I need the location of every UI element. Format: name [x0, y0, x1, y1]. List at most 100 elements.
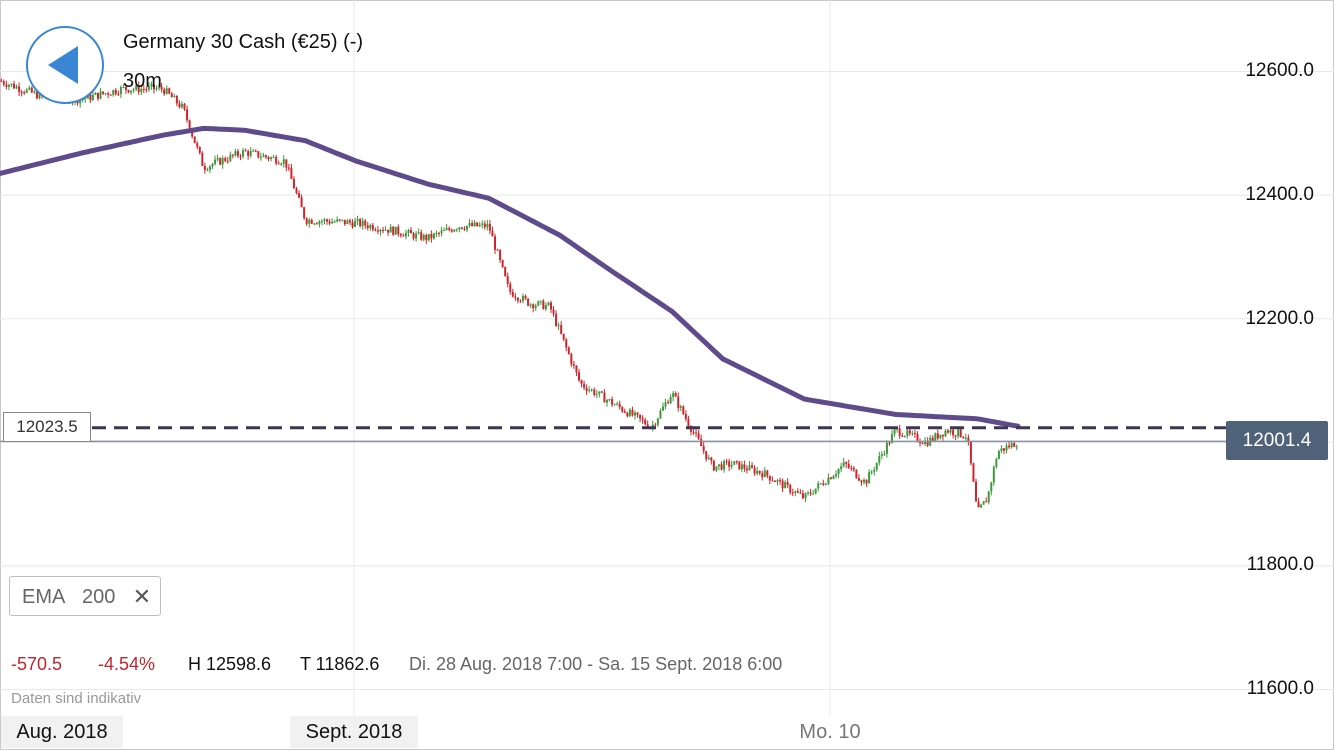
- candle: [720, 464, 723, 470]
- candle: [537, 301, 540, 306]
- instrument-title: Germany 30 Cash (€25) (-): [123, 31, 364, 53]
- candle: [516, 297, 519, 301]
- candle: [860, 480, 863, 483]
- candle: [277, 163, 280, 165]
- candle: [631, 409, 634, 416]
- candle: [771, 480, 774, 482]
- candle: [674, 393, 677, 397]
- ema-indicator-chip[interactable]: EMA 200 ✕: [9, 576, 161, 616]
- candle: [761, 473, 764, 478]
- candle: [84, 98, 87, 100]
- candle: [422, 234, 425, 240]
- x-axis-label: Sept. 2018: [290, 716, 418, 748]
- candle: [980, 504, 983, 508]
- candle: [992, 467, 995, 483]
- candle: [611, 399, 614, 405]
- candle: [318, 221, 321, 224]
- candle: [254, 150, 257, 152]
- candle: [1008, 445, 1011, 448]
- candle: [132, 89, 135, 91]
- candle: [868, 472, 871, 484]
- candle: [524, 295, 527, 299]
- candle: [374, 229, 377, 231]
- candle: [560, 325, 563, 334]
- candle: [448, 228, 451, 230]
- candle: [837, 469, 840, 475]
- candle: [990, 482, 993, 492]
- candle: [957, 429, 960, 437]
- candle: [863, 479, 866, 483]
- candle: [728, 461, 731, 467]
- candle: [598, 391, 601, 394]
- candle: [786, 482, 789, 485]
- candle: [916, 433, 919, 442]
- candle: [710, 457, 713, 461]
- change-percent: -4.54%: [98, 654, 156, 674]
- candle: [1003, 448, 1006, 451]
- candle: [466, 225, 469, 230]
- candle: [743, 464, 746, 469]
- candle: [715, 466, 718, 471]
- candle: [725, 461, 728, 463]
- candle: [310, 219, 313, 224]
- back-button[interactable]: [26, 26, 104, 104]
- candle: [1013, 443, 1016, 447]
- candle: [962, 436, 965, 438]
- low-value: T 11862.6: [300, 654, 380, 674]
- candle: [1015, 446, 1018, 448]
- candle: [865, 479, 868, 484]
- candle: [112, 90, 115, 95]
- candle: [756, 470, 759, 474]
- candle: [145, 89, 148, 91]
- close-icon[interactable]: ✕: [132, 584, 152, 609]
- candle: [926, 440, 929, 446]
- candle: [661, 406, 664, 411]
- candle: [94, 92, 97, 95]
- candle: [534, 305, 537, 309]
- candle: [814, 488, 817, 494]
- candle: [107, 93, 110, 95]
- candle: [298, 193, 301, 198]
- candle: [399, 234, 402, 236]
- candle: [985, 501, 988, 503]
- candle: [679, 406, 682, 408]
- candle: [687, 418, 690, 427]
- candle: [519, 300, 522, 302]
- candle: [817, 483, 820, 489]
- candle: [35, 91, 38, 99]
- candle: [79, 99, 82, 104]
- candle: [784, 482, 787, 489]
- candle: [562, 333, 565, 340]
- timeframe-label[interactable]: 30m: [123, 70, 162, 92]
- candle: [488, 223, 491, 231]
- candle: [361, 220, 364, 227]
- level-line-tag[interactable]: 12023.5: [3, 412, 91, 442]
- candle: [478, 224, 481, 227]
- candle: [824, 484, 827, 486]
- candle: [99, 91, 102, 99]
- candle: [664, 402, 667, 407]
- candle: [130, 90, 133, 93]
- candle: [351, 222, 354, 227]
- candle: [359, 219, 362, 227]
- candle: [96, 92, 99, 99]
- candle: [1010, 443, 1013, 448]
- candle: [903, 435, 906, 437]
- candle: [382, 229, 385, 231]
- candle: [758, 470, 761, 474]
- candle: [639, 414, 642, 419]
- candle: [745, 468, 748, 471]
- candle: [873, 469, 876, 472]
- candle: [906, 430, 909, 436]
- y-tick-label: 12200.0: [1245, 308, 1314, 329]
- candle: [669, 397, 672, 404]
- candle: [234, 151, 237, 156]
- candle: [893, 429, 896, 435]
- candle: [455, 229, 458, 231]
- candle: [137, 85, 140, 93]
- candle: [616, 403, 619, 405]
- candle: [888, 442, 891, 444]
- candle: [521, 295, 524, 302]
- candle: [191, 130, 194, 137]
